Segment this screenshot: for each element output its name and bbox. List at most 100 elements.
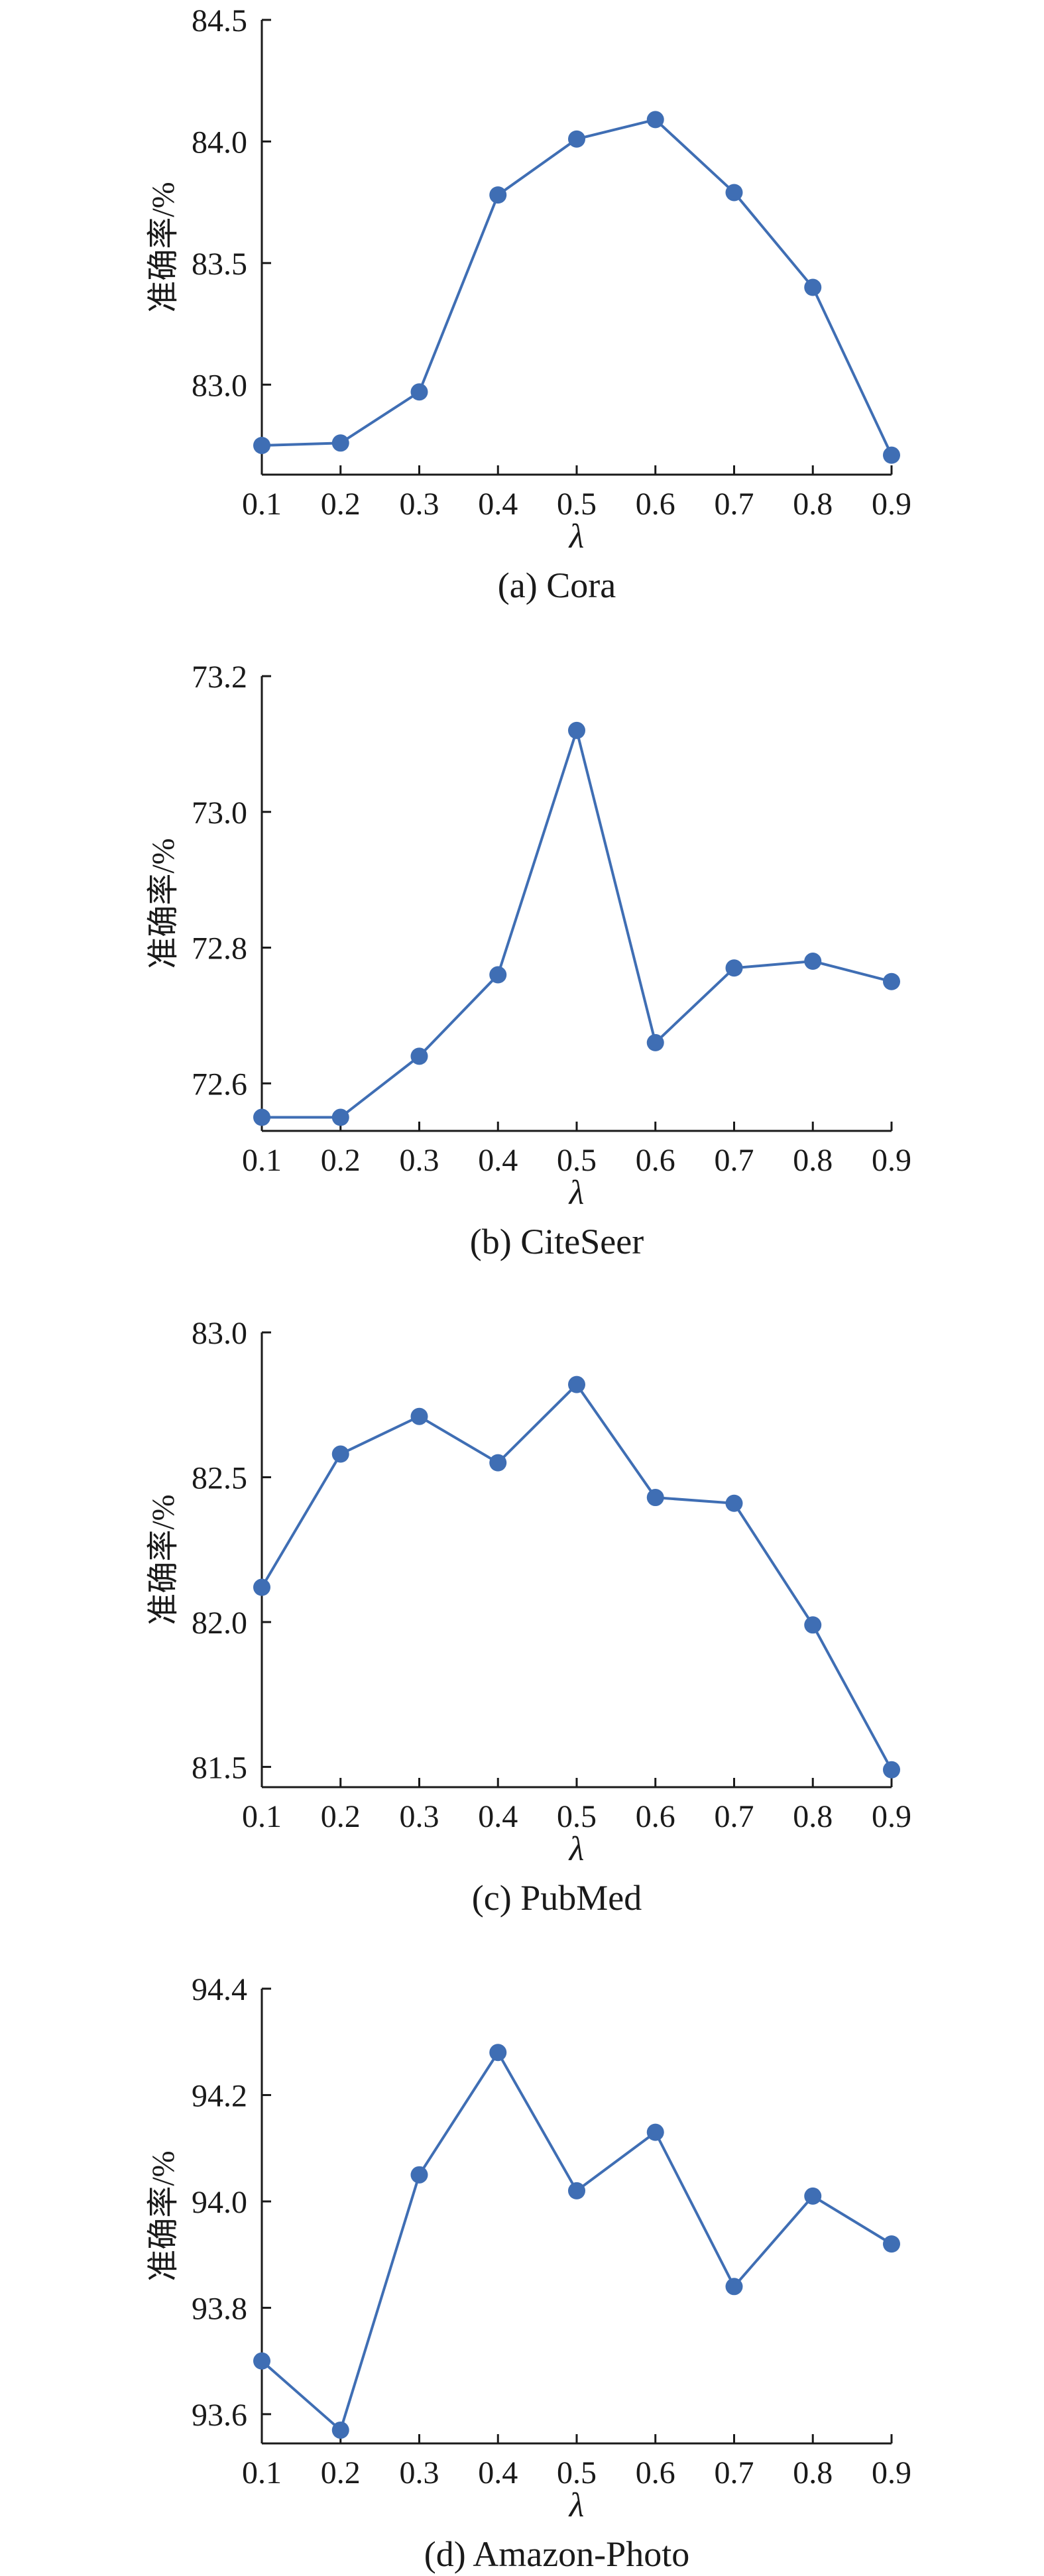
data-point (489, 186, 507, 204)
x-tick-label: 0.3 (400, 487, 439, 522)
data-point (725, 2278, 743, 2296)
data-point (804, 2187, 822, 2205)
chart-svg: 83.0 83.5 84.0 84.5 0.1 0.2 0.3 0.4 0.5 0.6 0.7 0.8… (146, 3, 911, 605)
chart-caption: (c) PubMed (472, 1878, 642, 1918)
x-tick-label: 0.6 (636, 1143, 675, 1178)
series-line (261, 2050, 893, 2433)
x-tick-label: 0.6 (636, 1799, 675, 1834)
data-point (331, 434, 349, 452)
y-axis-label: 准确率/% (146, 838, 181, 968)
data-point (883, 2235, 900, 2253)
chart-panel-cora: 83.0 83.5 84.0 84.5 0.1 0.2 0.3 0.4 0.5 0.6 0.7 0.8… (0, 0, 1044, 636)
data-point (410, 1047, 428, 1065)
x-tick-label: 0.9 (872, 1143, 911, 1178)
chart-svg: 81.5 82.0 82.5 83.0 0.1 0.2 0.3 0.4 0.5 0.6 0.7 0.8… (146, 1316, 911, 1918)
x-tick-label: 0.3 (400, 2455, 439, 2490)
data-point (253, 1578, 270, 1596)
data-point (331, 2421, 349, 2439)
data-point (253, 436, 270, 454)
x-tick-label: 0.7 (715, 2455, 754, 2490)
data-point (410, 2166, 428, 2184)
y-tick-label: 72.6 (192, 1067, 247, 1102)
x-tick-label: 0.1 (242, 1143, 282, 1178)
y-tick-label: 83.5 (192, 247, 247, 282)
data-point (410, 383, 428, 401)
data-point (331, 1445, 349, 1463)
x-tick-label: 0.8 (793, 1143, 833, 1178)
data-point (331, 1108, 349, 1126)
y-tick-label: 83.0 (192, 1316, 247, 1351)
data-point (725, 1494, 743, 1512)
x-tick-label: 0.4 (478, 2455, 518, 2490)
y-tick-label: 94.2 (192, 2078, 247, 2113)
y-tick-label: 83.0 (192, 368, 247, 403)
data-point (489, 2044, 507, 2062)
data-point (804, 1616, 822, 1634)
x-axis-label: λ (568, 1830, 585, 1868)
data-point (253, 1108, 270, 1126)
series-line (261, 1382, 893, 1771)
data-point (804, 278, 822, 296)
chart-svg: 93.6 93.8 94.0 94.2 94.4 0.1 0.2 0.3 0.4 0.5 0.6 0.… (146, 1972, 911, 2574)
data-point (883, 972, 900, 990)
x-tick-label: 0.2 (321, 1143, 361, 1178)
data-point (725, 184, 743, 202)
y-tick-label: 73.2 (192, 660, 247, 695)
data-point (568, 130, 585, 148)
chart-panel-citeseer: 72.6 72.8 73.0 73.2 0.1 0.2 0.3 0.4 0.5 0.6 0.7 0.8… (0, 656, 1044, 1293)
x-tick-label: 0.3 (400, 1143, 439, 1178)
x-tick-label: 0.2 (321, 487, 361, 522)
y-tick-label: 82.5 (192, 1460, 247, 1495)
data-point (410, 1407, 428, 1425)
chart-caption: (b) CiteSeer (470, 1222, 644, 1261)
data-point (725, 959, 743, 977)
x-tick-label: 0.7 (715, 1143, 754, 1178)
data-point (489, 1454, 507, 1472)
data-point (568, 2182, 585, 2199)
chart-caption: (a) Cora (498, 565, 616, 605)
data-point (646, 1033, 664, 1051)
y-axis-label: 准确率/% (146, 182, 181, 312)
x-tick-label: 0.8 (793, 487, 833, 522)
x-tick-label: 0.5 (557, 1799, 597, 1834)
series-line (262, 725, 892, 1119)
data-point (568, 721, 585, 739)
data-point (804, 953, 822, 970)
y-tick-label: 73.0 (192, 795, 247, 831)
x-tick-label: 0.2 (321, 1799, 361, 1834)
y-tick-label: 93.6 (192, 2398, 247, 2433)
x-tick-label: 0.7 (715, 487, 754, 522)
y-tick-label: 93.8 (192, 2291, 247, 2326)
x-tick-label: 0.3 (400, 1799, 439, 1834)
x-tick-label: 0.1 (242, 487, 282, 522)
y-tick-label: 94.4 (192, 1972, 247, 2007)
data-point (883, 446, 900, 464)
data-point (646, 111, 664, 129)
data-point (489, 966, 507, 984)
x-axis-label: λ (568, 2487, 585, 2524)
data-point (883, 1761, 900, 1779)
x-tick-label: 0.8 (793, 1799, 833, 1834)
x-tick-label: 0.5 (557, 1143, 597, 1178)
x-tick-label: 0.4 (478, 1799, 518, 1834)
y-tick-label: 94.0 (192, 2185, 247, 2220)
data-point (646, 2123, 664, 2141)
data-point (646, 1489, 664, 1507)
x-tick-label: 0.4 (478, 487, 518, 522)
y-tick-label: 72.8 (192, 931, 247, 966)
x-tick-label: 0.9 (872, 487, 911, 522)
series-line (261, 118, 893, 456)
x-tick-label: 0.5 (557, 2455, 597, 2490)
x-tick-label: 0.7 (715, 1799, 754, 1834)
y-axis-label: 准确率/% (146, 1494, 181, 1625)
chart-svg: 72.6 72.8 73.0 73.2 0.1 0.2 0.3 0.4 0.5 0.6 0.7 0.8… (146, 660, 911, 1261)
y-tick-label: 81.5 (192, 1750, 247, 1785)
chart-caption: (d) Amazon-Photo (424, 2534, 689, 2574)
x-tick-label: 0.1 (242, 2455, 282, 2490)
x-axis-label: λ (568, 1174, 585, 1212)
x-tick-label: 0.5 (557, 487, 597, 522)
y-tick-label: 84.0 (192, 125, 247, 160)
data-point (568, 1376, 585, 1393)
chart-panel-pubmed: 81.5 82.0 82.5 83.0 0.1 0.2 0.3 0.4 0.5 0.6 0.7 0.8… (0, 1313, 1044, 1949)
x-tick-label: 0.8 (793, 2455, 833, 2490)
